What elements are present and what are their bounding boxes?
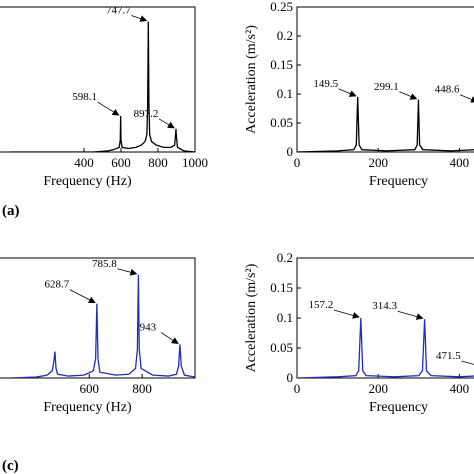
peak-label: 448.6 xyxy=(435,84,460,96)
x-tick-label: 800 xyxy=(148,155,168,170)
peak-arrow xyxy=(69,289,96,304)
series-line-c xyxy=(9,274,195,378)
peak-arrow xyxy=(338,88,357,97)
x-tick-label: 600 xyxy=(111,155,131,170)
peak-label: 943 xyxy=(140,321,157,333)
x-tick-label: 0 xyxy=(294,155,301,170)
peak-label: 897.2 xyxy=(134,108,159,120)
peak-arrow xyxy=(131,15,148,22)
y-axis-label: Acceleration (m/s²) xyxy=(244,263,259,372)
peak-arrow xyxy=(461,360,474,365)
peak-arrow xyxy=(333,309,360,319)
peak-label: 149.5 xyxy=(313,78,338,90)
peak-label: 314.3 xyxy=(372,300,397,312)
y-tick-label: 0.15 xyxy=(270,57,293,72)
y-tick-label: 0.1 xyxy=(277,86,293,101)
y-tick-label: 0.2 xyxy=(277,250,293,265)
plot-frame-c xyxy=(0,257,196,379)
chart-a: 400 600 800 1000 Frequency (Hz) 598.1 747.7 897… xyxy=(0,5,208,189)
y-tick-label: 0.2 xyxy=(277,28,293,43)
peak-label: 157.2 xyxy=(308,299,333,311)
peak-arrow xyxy=(117,268,138,276)
peak-arrow xyxy=(459,94,474,103)
peak-arrow xyxy=(160,332,179,344)
y-tick-label: 0.15 xyxy=(270,280,293,295)
y-tick-label: 0.1 xyxy=(277,310,293,325)
peak-label: 299.1 xyxy=(374,81,399,93)
peak-label: 747.7 xyxy=(106,5,131,17)
y-tick-label: 0 xyxy=(287,370,294,385)
x-axis-label: Frequency xyxy=(369,174,428,189)
series-line-b xyxy=(297,96,474,152)
series-line-a xyxy=(10,21,195,152)
x-axis-label: Frequency (Hz) xyxy=(43,174,132,189)
y-axis-label: Acceleration (m/s²) xyxy=(244,25,259,134)
panel-label-c: (c) xyxy=(2,458,19,474)
x-tick-label: 1000 xyxy=(182,155,208,170)
chart-d: 0 200 400 0 0.05 0.1 0.15 0.2 Frequency Accelerat… xyxy=(244,250,474,415)
peak-arrow xyxy=(397,310,424,320)
y-tick-label: 0 xyxy=(287,144,294,159)
peak-label: 471.5 xyxy=(436,350,461,362)
x-tick-label: 200 xyxy=(368,155,388,170)
x-tick-label: 400 xyxy=(450,381,470,396)
plot-frame-a xyxy=(0,6,196,153)
x-tick-label: 400 xyxy=(74,155,94,170)
x-tick-label: 800 xyxy=(132,381,152,396)
peak-label: 598.1 xyxy=(72,91,97,103)
y-tick-label: 0.05 xyxy=(270,340,293,355)
y-tick-label: 0.05 xyxy=(270,115,293,130)
x-tick-label: 200 xyxy=(368,381,388,396)
x-tick-label: 0 xyxy=(294,381,301,396)
series-line-d xyxy=(297,317,474,378)
peak-arrow xyxy=(158,118,175,129)
y-tick-label: 0.25 xyxy=(270,0,293,14)
peak-arrow xyxy=(399,91,418,100)
x-tick-label: 400 xyxy=(450,155,470,170)
peak-label: 785.8 xyxy=(92,258,117,270)
peak-arrow xyxy=(97,101,120,116)
peak-label: 628.7 xyxy=(44,279,69,291)
x-axis-label: Frequency xyxy=(369,400,428,415)
charts: 400 600 800 1000 Frequency (Hz) 598.1 747.7 897… xyxy=(0,0,474,415)
x-axis-label: Frequency (Hz) xyxy=(43,400,132,415)
plot-frame-b xyxy=(296,6,474,153)
chart-b: 0 200 400 0 0.05 0.1 0.15 0.2 0.25 Frequency Accel… xyxy=(244,0,474,189)
panel-label-a: (a) xyxy=(2,203,20,219)
x-tick-label: 600 xyxy=(80,381,100,396)
